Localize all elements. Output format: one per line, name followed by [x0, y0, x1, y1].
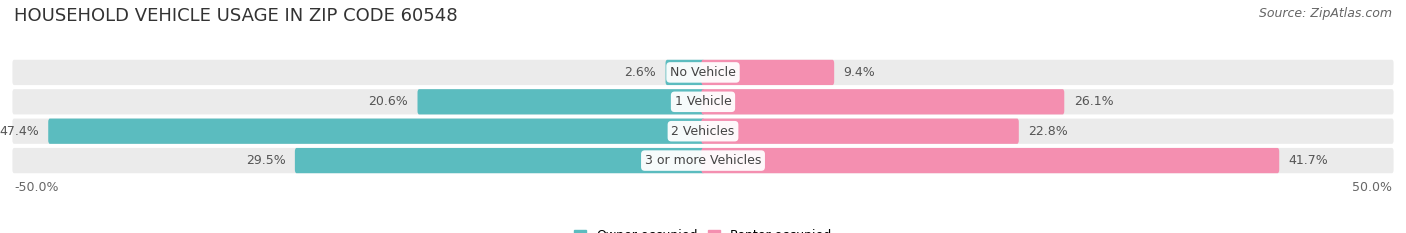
FancyBboxPatch shape [13, 60, 1393, 85]
Text: No Vehicle: No Vehicle [671, 66, 735, 79]
Text: 3 or more Vehicles: 3 or more Vehicles [645, 154, 761, 167]
FancyBboxPatch shape [13, 89, 1393, 114]
FancyBboxPatch shape [665, 60, 704, 85]
Text: 2.6%: 2.6% [624, 66, 657, 79]
Text: 47.4%: 47.4% [0, 125, 39, 138]
Text: 1 Vehicle: 1 Vehicle [675, 95, 731, 108]
FancyBboxPatch shape [48, 119, 704, 144]
Text: 22.8%: 22.8% [1028, 125, 1069, 138]
FancyBboxPatch shape [702, 89, 1064, 114]
FancyBboxPatch shape [418, 89, 704, 114]
FancyBboxPatch shape [702, 148, 1279, 173]
Text: 41.7%: 41.7% [1289, 154, 1329, 167]
FancyBboxPatch shape [13, 148, 1393, 173]
FancyBboxPatch shape [702, 119, 1019, 144]
Text: Source: ZipAtlas.com: Source: ZipAtlas.com [1258, 7, 1392, 20]
FancyBboxPatch shape [295, 148, 704, 173]
Text: HOUSEHOLD VEHICLE USAGE IN ZIP CODE 60548: HOUSEHOLD VEHICLE USAGE IN ZIP CODE 6054… [14, 7, 458, 25]
FancyBboxPatch shape [702, 60, 834, 85]
Legend: Owner-occupied, Renter-occupied: Owner-occupied, Renter-occupied [568, 224, 838, 233]
Text: 2 Vehicles: 2 Vehicles [672, 125, 734, 138]
Text: -50.0%: -50.0% [14, 181, 59, 194]
Text: 9.4%: 9.4% [844, 66, 876, 79]
Text: 26.1%: 26.1% [1074, 95, 1114, 108]
Text: 29.5%: 29.5% [246, 154, 285, 167]
Text: 50.0%: 50.0% [1353, 181, 1392, 194]
FancyBboxPatch shape [13, 119, 1393, 144]
Text: 20.6%: 20.6% [368, 95, 408, 108]
